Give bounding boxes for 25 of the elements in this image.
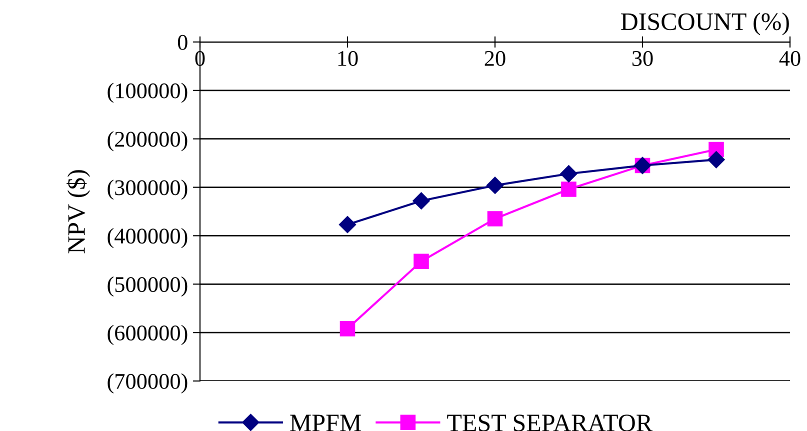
y-tick-label: (100000)	[108, 82, 188, 103]
y-tick-label: (200000)	[108, 131, 188, 152]
y-tick-label: (600000)	[108, 324, 188, 346]
y-tick-label: (400000)	[108, 228, 188, 248]
point	[412, 192, 430, 210]
point	[486, 176, 504, 194]
x-tick-label: 10	[338, 50, 358, 66]
y-axis-title: NPV ($)	[66, 170, 90, 254]
point	[414, 254, 429, 270]
point	[561, 182, 576, 197]
y-tick-label: 0	[178, 34, 188, 50]
y-tick-label: (500000)	[108, 276, 188, 297]
point	[340, 321, 356, 336]
point	[560, 165, 578, 182]
x-tick-label: 30	[632, 50, 653, 66]
x-tick-label: 20	[484, 50, 506, 66]
legend-label: TEST SEPARATOR	[447, 414, 653, 431]
y-tick-label: (700000)	[108, 373, 188, 394]
x-tick-label: 40	[779, 50, 800, 66]
point	[487, 211, 503, 226]
y-tick-label: (300000)	[108, 180, 188, 200]
legend-label: MPFM	[290, 414, 361, 431]
point	[338, 216, 356, 234]
point	[708, 151, 725, 168]
x-axis-title: DISCOUNT (%)	[621, 12, 789, 36]
